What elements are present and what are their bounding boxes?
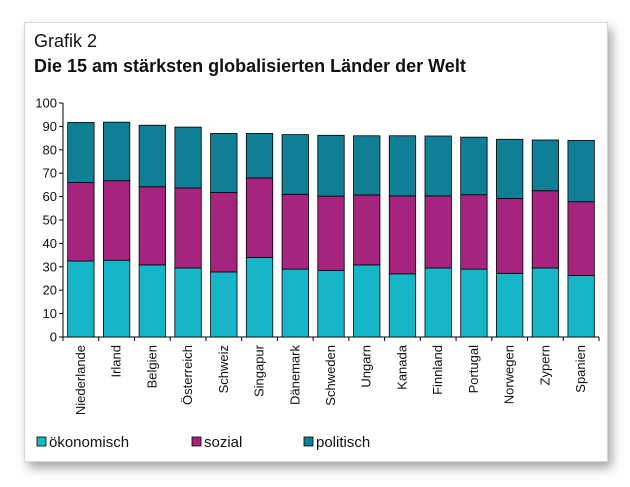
bar-segment-politisch <box>496 138 524 199</box>
bar-segment-sozial <box>281 193 309 270</box>
y-tick-label: 20 <box>43 283 57 298</box>
figure-label: Grafik 2 <box>34 31 98 51</box>
bar-segment-sozial <box>102 180 131 261</box>
x-tick-label: Portugal <box>466 345 481 394</box>
bar-segment-ökonomisch <box>531 267 560 338</box>
x-tick-label: Norwegen <box>502 345 517 404</box>
x-tick-label: Singapur <box>252 344 267 397</box>
bar-segment-ökonomisch <box>424 267 452 338</box>
legend-swatch <box>191 436 202 447</box>
y-tick-label: 30 <box>43 259 57 274</box>
y-tick-label: 0 <box>50 330 57 345</box>
y-tick-label: 60 <box>43 189 57 204</box>
bar-segment-sozial <box>424 195 452 269</box>
bar-segment-ökonomisch <box>174 267 202 338</box>
x-tick-label: Ungarn <box>359 345 374 388</box>
bar-segment-politisch <box>281 134 309 195</box>
bar-segment-ökonomisch <box>281 268 309 338</box>
y-tick-label: 90 <box>43 119 57 134</box>
bar-segment-ökonomisch <box>496 272 524 338</box>
bar-segment-politisch <box>138 124 166 188</box>
bar-segment-politisch <box>174 126 202 189</box>
legend-swatch <box>303 436 314 447</box>
y-tick-label: 50 <box>43 213 57 228</box>
stacked-bar-chart: 0 10 20 30 40 50 60 70 80 90 100 Niederlande Irland B… <box>35 96 600 451</box>
bar-segment-sozial <box>138 186 166 266</box>
bar-segment-ökonomisch <box>388 273 417 338</box>
legend-label: ökonomisch <box>49 434 129 451</box>
bar-segment-sozial <box>317 195 345 271</box>
bar-segment-sozial <box>210 191 238 273</box>
x-tick-label: Dänemark <box>287 345 302 405</box>
bar-segment-sozial <box>460 194 488 270</box>
x-tick-label: Spanien <box>573 345 588 393</box>
x-tick-label: Irland <box>109 345 124 378</box>
bar-segment-sozial <box>567 201 595 276</box>
bar-segment-sozial <box>353 194 381 266</box>
bar-segment-politisch <box>388 135 417 197</box>
x-tick-label: Österreich <box>180 345 195 405</box>
x-tick-label: Kanada <box>394 344 409 390</box>
bar-segment-politisch <box>67 122 95 183</box>
legend-label: politisch <box>316 434 370 451</box>
x-tick-label: Belgien <box>144 345 159 388</box>
legend-label: sozial <box>204 434 242 451</box>
bar-segment-ökonomisch <box>567 275 595 338</box>
x-tick-label: Schweden <box>323 345 338 406</box>
bar-segment-sozial <box>496 198 524 274</box>
bar-segment-politisch <box>460 136 488 196</box>
bar-segment-politisch <box>353 135 381 196</box>
bar-segment-sozial <box>67 182 95 262</box>
legend-swatch <box>36 436 47 447</box>
x-tick-label: Zypern <box>537 345 552 385</box>
bar-segment-ökonomisch <box>102 259 131 338</box>
bar-segment-ökonomisch <box>67 260 95 338</box>
y-tick-label: 80 <box>43 142 57 157</box>
chart-card: Grafik 2 Die 15 am stärksten globalisier… <box>24 22 608 462</box>
x-tick-label: Finnland <box>430 345 445 395</box>
bar-segment-ökonomisch <box>245 257 274 338</box>
bar-segment-sozial <box>388 195 417 275</box>
bar-segment-ökonomisch <box>210 271 238 338</box>
y-tick-label: 100 <box>35 96 57 111</box>
bar-segment-ökonomisch <box>138 264 166 338</box>
bar-segment-politisch <box>245 133 274 179</box>
x-tick-label: Niederlande <box>73 345 88 415</box>
chart-title: Die 15 am stärksten globalisierten Lände… <box>34 56 466 76</box>
bar-segment-politisch <box>102 121 131 182</box>
bar-segment-ökonomisch <box>353 264 381 338</box>
y-tick-label: 70 <box>43 166 57 181</box>
bar-segment-ökonomisch <box>317 269 345 338</box>
bar-segment-politisch <box>210 133 238 193</box>
bar-segment-politisch <box>424 135 452 197</box>
bar-segment-politisch <box>317 134 345 197</box>
y-tick-label: 40 <box>43 236 57 251</box>
bar-segment-politisch <box>567 140 595 203</box>
bar-segment-sozial <box>174 187 202 269</box>
bar-segment-politisch <box>531 139 560 192</box>
y-tick-label: 10 <box>43 306 57 321</box>
bar-segment-sozial <box>245 177 274 258</box>
x-tick-label: Schweiz <box>216 345 231 393</box>
bar-segment-ökonomisch <box>460 268 488 338</box>
bar-segment-sozial <box>531 190 560 269</box>
